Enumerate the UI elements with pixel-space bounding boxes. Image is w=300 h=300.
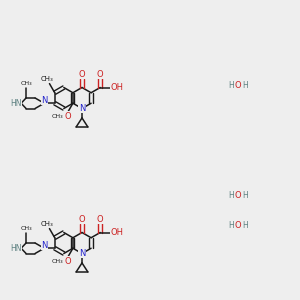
Text: CH₃: CH₃: [20, 80, 32, 86]
Text: CH₃: CH₃: [41, 220, 54, 226]
Text: H: H: [242, 80, 248, 89]
Text: H: H: [242, 220, 248, 230]
Text: O: O: [97, 70, 104, 79]
Text: N: N: [41, 96, 47, 105]
Text: O: O: [79, 215, 85, 224]
Text: O: O: [235, 80, 241, 89]
Text: N: N: [79, 104, 85, 113]
Text: CH₃: CH₃: [41, 76, 54, 82]
Text: CH₃: CH₃: [52, 114, 64, 119]
Text: CH₃: CH₃: [52, 259, 64, 264]
Text: O: O: [97, 214, 104, 224]
Text: H: H: [228, 190, 234, 200]
Text: O: O: [79, 70, 85, 79]
Text: O: O: [64, 257, 71, 266]
Text: OH: OH: [110, 228, 123, 237]
Text: H: H: [242, 190, 248, 200]
Text: HN: HN: [11, 99, 22, 108]
Text: H: H: [228, 80, 234, 89]
Text: O: O: [235, 190, 241, 200]
Text: OH: OH: [110, 83, 123, 92]
Text: O: O: [64, 112, 71, 121]
Text: N: N: [79, 249, 85, 258]
Text: N: N: [41, 241, 47, 250]
Text: O: O: [235, 220, 241, 230]
Text: H: H: [228, 220, 234, 230]
Text: HN: HN: [11, 244, 22, 253]
Text: CH₃: CH₃: [20, 226, 32, 230]
